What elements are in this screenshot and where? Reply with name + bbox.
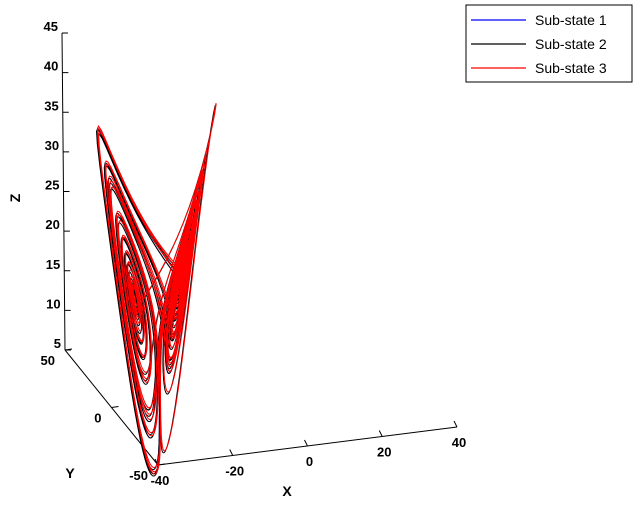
x-tick-mark [229, 449, 234, 456]
trajectories [95, 103, 217, 477]
y-tick-label: -50 [129, 468, 148, 483]
x-tick-mark [378, 430, 383, 437]
z-tick-label: 45 [44, 19, 58, 34]
y-tick-label: 50 [41, 353, 55, 368]
z-axis-label: Z [7, 193, 23, 202]
x-tick-label: -40 [151, 473, 170, 488]
y-tick-mark [64, 348, 73, 351]
z-tick-label: 35 [44, 98, 58, 113]
z-tick-label: 5 [54, 336, 61, 351]
y-axis-label: Y [65, 465, 75, 481]
x-axis-label: X [282, 483, 292, 499]
y-ticks: -50 0 50 [41, 348, 166, 483]
x-tick-mark [453, 420, 458, 428]
x-tick-label: 0 [306, 454, 313, 469]
x-tick-mark [304, 439, 308, 447]
x-tick-label: -20 [225, 464, 244, 479]
legend-entry-label: Sub-state 3 [535, 60, 607, 76]
z-tick-label: 10 [46, 296, 60, 311]
z-tick-label: 20 [45, 217, 59, 232]
legend-entry-label: Sub-state 1 [535, 12, 607, 28]
x-tick-label: 20 [377, 445, 391, 460]
z-tick-label: 25 [45, 178, 59, 193]
legend: Sub-state 1 Sub-state 2 Sub-state 3 [465, 4, 633, 83]
z-tick-label: 15 [46, 257, 60, 272]
x-ticks: -40 -20 0 20 40 [151, 420, 466, 488]
series-sub-state-3-line [96, 103, 217, 475]
x-tick-label: 40 [452, 435, 466, 450]
y-tick-label: 0 [94, 411, 101, 426]
z-ticks: 5 10 15 20 25 30 35 40 45 [44, 19, 71, 351]
z-tick-label: 40 [44, 59, 58, 74]
legend-entry-label: Sub-state 2 [535, 36, 607, 52]
z-tick-label: 30 [45, 138, 59, 153]
y-tick-mark [111, 406, 119, 408]
